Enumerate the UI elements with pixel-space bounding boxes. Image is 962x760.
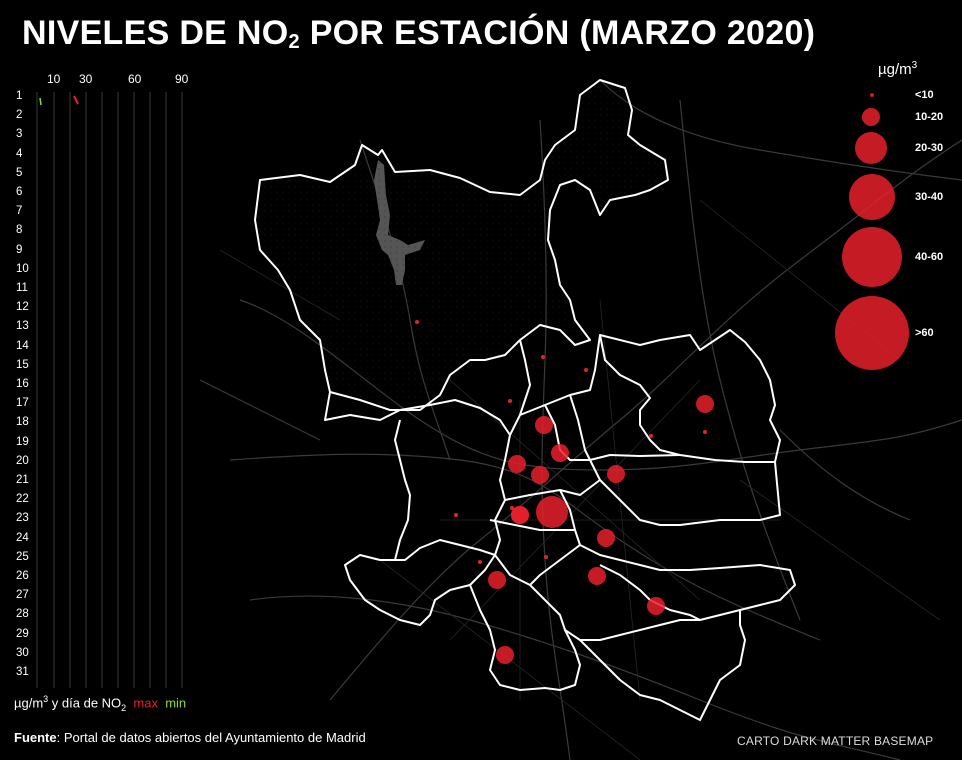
max-mark: [73, 95, 79, 105]
station-bubble: [544, 555, 548, 559]
day-label: 4: [16, 147, 23, 160]
day-label: 20: [16, 454, 29, 467]
day-label: 11: [16, 282, 28, 294]
station-bubble: [647, 597, 665, 615]
legend-bubble: [835, 296, 909, 370]
day-label: 21: [16, 474, 29, 486]
axis-tick-90: 90: [175, 72, 189, 86]
day-label: 23: [16, 512, 29, 525]
source-credit: Fuente: Portal de datos abiertos del Ayu…: [14, 730, 366, 745]
station-bubbles: [415, 320, 714, 664]
day-label: 22: [16, 493, 29, 506]
day-label: 19: [16, 435, 29, 448]
axis-tick-30: 30: [79, 72, 93, 86]
station-bubble: [531, 466, 549, 484]
day-label: 31: [16, 666, 29, 678]
district-boundaries: [254, 79, 796, 721]
day-label: 3: [16, 128, 23, 141]
min-key: min: [165, 695, 187, 711]
day-label: 27: [16, 589, 29, 602]
legend-label-20-30: 20-30: [915, 142, 944, 154]
station-bubble: [454, 513, 458, 517]
day-label: 24: [16, 531, 29, 544]
basemap-credit: CARTO DARK MATTER BASEMAP: [737, 734, 934, 748]
station-bubble: [696, 395, 714, 413]
legend-bubble: [849, 174, 895, 220]
legend-title: µg/m3: [878, 60, 918, 78]
min-mark: [39, 97, 42, 106]
day-label: 12: [16, 301, 29, 314]
station-bubble: [496, 646, 514, 664]
legend-bubble: [870, 93, 874, 97]
day-label: 25: [16, 550, 29, 563]
day-label: 29: [16, 627, 29, 640]
day-label: 6: [16, 186, 23, 198]
station-bubble: [703, 430, 707, 434]
timeline-grid: [36, 92, 183, 688]
day-label: 28: [16, 608, 29, 621]
legend-bubble: [855, 132, 887, 164]
station-bubble: [508, 455, 526, 473]
day-label: 1: [16, 90, 23, 102]
day-label: 7: [16, 205, 23, 218]
axis-tick-10: 10: [47, 72, 61, 86]
station-bubble: [551, 444, 569, 462]
day-label: 13: [16, 320, 29, 333]
day-label: 18: [16, 416, 29, 429]
station-bubble: [488, 571, 506, 589]
day-label: 30: [16, 646, 29, 659]
station-bubble: [588, 567, 606, 585]
day-label: 10: [16, 262, 29, 275]
day-label: 17: [16, 397, 29, 410]
day-label: 15: [16, 358, 29, 371]
axis-tick-60: 60: [128, 72, 142, 86]
station-bubble: [415, 320, 419, 324]
timeline-marks: [39, 95, 79, 106]
station-bubble: [510, 506, 514, 510]
station-bubble: [511, 506, 529, 524]
station-bubble: [584, 368, 588, 372]
station-bubble: [649, 434, 653, 438]
day-label: 14: [16, 339, 29, 352]
station-bubble: [535, 416, 553, 434]
legend-label-lt10: <10: [915, 89, 934, 101]
station-bubble: [508, 399, 512, 403]
station-bubble: [478, 560, 482, 564]
station-bubble: [536, 496, 568, 528]
legend-label-30-40: 30-40: [915, 191, 944, 203]
day-label: 16: [16, 378, 29, 390]
station-bubble: [607, 465, 625, 483]
legend-bubble: [862, 108, 880, 126]
station-bubble: [597, 529, 615, 547]
legend-label-10-20: 10-20: [915, 111, 944, 123]
max-key: max: [133, 695, 158, 711]
station-bubble: [541, 355, 545, 359]
legend-bubbles: [835, 93, 909, 370]
legend-label-gt60: >60: [915, 327, 934, 339]
day-label: 2: [16, 109, 23, 122]
legend-bubble: [842, 227, 902, 287]
day-label: 8: [16, 224, 23, 237]
timeline-key: µg/m3 y día de NO2 max min: [14, 694, 187, 713]
day-label: 26: [16, 570, 29, 582]
day-label: 9: [16, 243, 23, 256]
legend-label-40-60: 40-60: [915, 251, 944, 263]
day-label: 5: [16, 166, 23, 179]
page-title: NIVELES DE NO2 POR ESTACIÓN (MARZO 2020): [22, 14, 816, 53]
